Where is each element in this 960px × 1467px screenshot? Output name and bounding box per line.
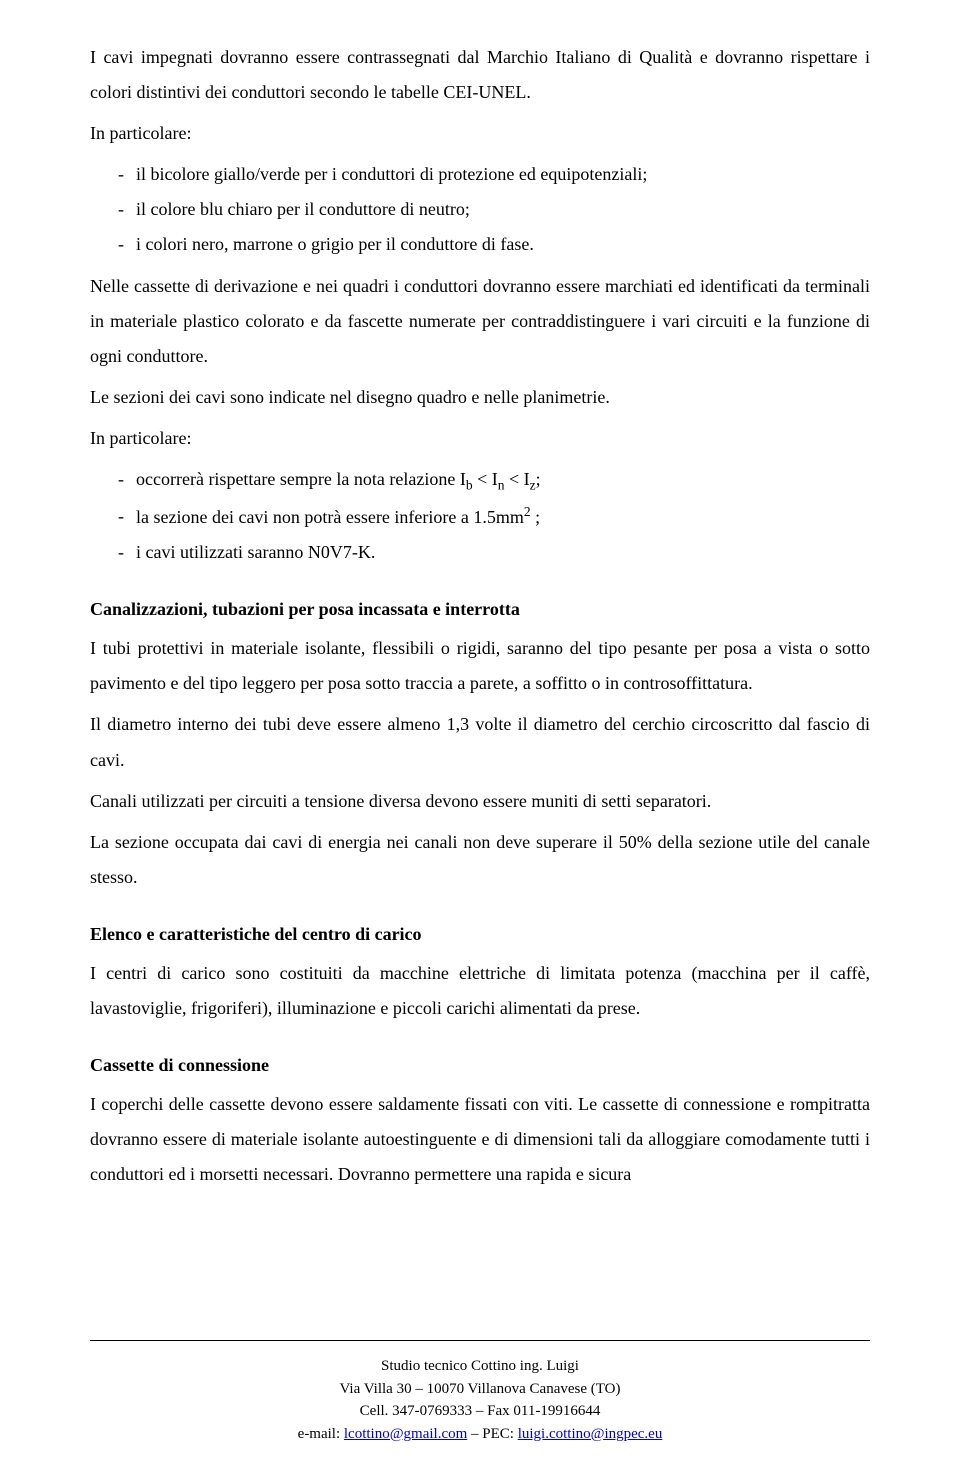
list-item: i cavi utilizzati saranno N0V7-K. [90,535,870,570]
text-fragment: occorrerà rispettare sempre la nota rela… [136,469,466,489]
page-footer: Studio tecnico Cottino ing. Luigi Via Vi… [90,1340,870,1445]
subscript: b [466,478,473,493]
paragraph: La sezione occupata dai cavi di energia … [90,825,870,895]
list-item: il bicolore giallo/verde per i conduttor… [90,157,870,192]
section-heading: Canalizzazioni, tubazioni per posa incas… [90,592,870,627]
text-fragment: la sezione dei cavi non potrà essere inf… [136,507,524,527]
list-item: occorrerà rispettare sempre la nota rela… [90,462,870,499]
paragraph: I coperchi delle cassette devono essere … [90,1087,870,1192]
text-fragment: – PEC: [467,1426,517,1442]
list-item: la sezione dei cavi non potrà essere inf… [90,499,870,535]
paragraph: Canali utilizzati per circuiti a tension… [90,784,870,819]
email-link[interactable]: luigi.cottino@ingpec.eu [518,1426,663,1442]
list-item: i colori nero, marrone o grigio per il c… [90,227,870,262]
text-fragment: < I [504,469,529,489]
text-fragment: ; [531,507,541,527]
bullet-list: il bicolore giallo/verde per i conduttor… [90,157,870,262]
bullet-list: occorrerà rispettare sempre la nota rela… [90,462,870,570]
paragraph: In particolare: [90,116,870,151]
document-page: I cavi impegnati dovranno essere contras… [0,0,960,1467]
footer-line: e-mail: lcottino@gmail.com – PEC: luigi.… [90,1423,870,1446]
text-fragment: e-mail: [298,1426,344,1442]
paragraph: I tubi protettivi in materiale isolante,… [90,631,870,701]
footer-line: Via Villa 30 – 10070 Villanova Canavese … [90,1378,870,1401]
list-item: il colore blu chiaro per il conduttore d… [90,192,870,227]
paragraph: Nelle cassette di derivazione e nei quad… [90,269,870,374]
footer-line: Studio tecnico Cottino ing. Luigi [90,1355,870,1378]
superscript: 2 [524,504,531,519]
section-heading: Elenco e caratteristiche del centro di c… [90,917,870,952]
text-fragment: < I [473,469,498,489]
section-heading: Cassette di connessione [90,1048,870,1083]
footer-line: Cell. 347-0769333 – Fax 011-19916644 [90,1400,870,1423]
paragraph: Il diametro interno dei tubi deve essere… [90,707,870,777]
text-fragment: ; [536,469,541,489]
paragraph: I centri di carico sono costituiti da ma… [90,956,870,1026]
paragraph: Le sezioni dei cavi sono indicate nel di… [90,380,870,415]
paragraph: I cavi impegnati dovranno essere contras… [90,40,870,110]
paragraph: In particolare: [90,421,870,456]
email-link[interactable]: lcottino@gmail.com [344,1426,467,1442]
